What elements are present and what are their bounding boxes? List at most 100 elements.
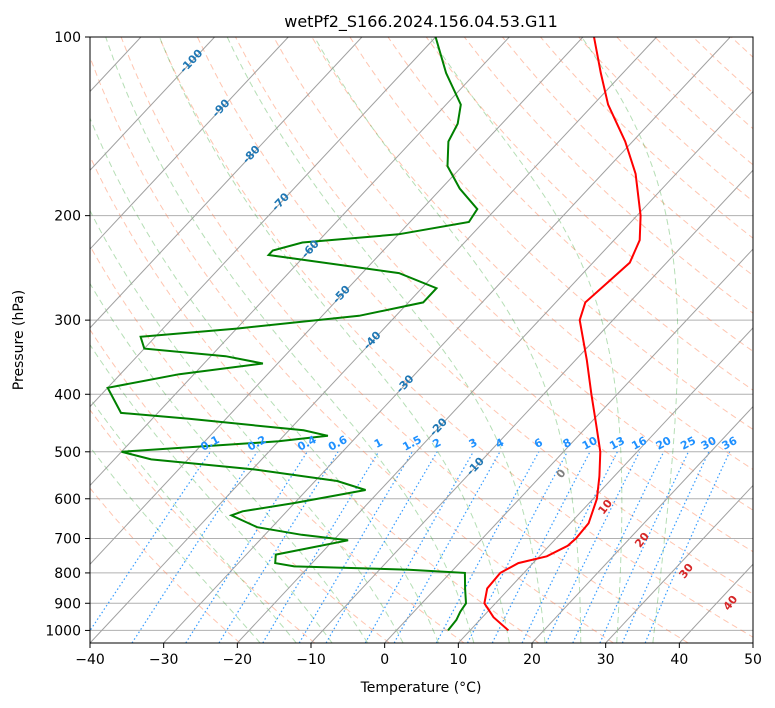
moist-adiabat-line — [159, 37, 510, 643]
dry-adiabat-line — [387, 37, 753, 391]
dry-adiabat-line — [90, 244, 465, 643]
skewed-isotherm-line — [531, 405, 753, 643]
skewed-isotherm-line — [605, 484, 753, 643]
mixing-ratio-line — [466, 451, 568, 643]
x-tick-label: −10 — [296, 652, 326, 668]
x-tick-label: 20 — [523, 652, 541, 668]
mixing-ratio-label: 36 — [720, 434, 740, 453]
y-axis: 100 200 300 400 500 600 700 800 900 1000 — [45, 30, 90, 639]
x-tick-label: −20 — [223, 652, 253, 668]
y-tick-label: 700 — [54, 532, 81, 548]
y-tick-label: 900 — [54, 596, 81, 612]
y-tick-label: 400 — [54, 387, 81, 403]
mixing-ratio-label: 1 — [372, 436, 385, 451]
x-tick-label: −40 — [75, 652, 105, 668]
mixing-ratio-line — [90, 451, 211, 632]
x-tick-label: −30 — [149, 652, 179, 668]
mixing-ratio-label: 10 — [580, 434, 600, 453]
mixing-ratio-line — [131, 451, 258, 643]
mixing-ratio-line — [185, 451, 308, 643]
mixing-ratio-line — [545, 451, 641, 643]
moist-adiabat-line — [429, 37, 623, 643]
moist-adiabat-line — [226, 37, 546, 643]
skewed-isotherm-line — [90, 37, 436, 408]
mixing-ratio-label: 25 — [678, 434, 698, 453]
mixing-ratio-label: 0.4 — [295, 433, 319, 454]
dry-adiabat-line — [90, 55, 614, 643]
y-tick-label: 300 — [54, 313, 81, 329]
skewed-isotherm-line — [163, 37, 731, 643]
x-tick-label: 30 — [597, 652, 615, 668]
mixing-ratio-label: 16 — [629, 434, 649, 453]
y-tick-label: 200 — [54, 209, 81, 225]
skewed-isotherm-line — [90, 37, 215, 172]
dry-adiabat-line — [90, 155, 540, 643]
moist-adiabat-line — [313, 37, 582, 643]
dry-adiabat-line — [349, 37, 753, 431]
mixing-ratio-line — [491, 451, 591, 643]
dry-adiabat-line — [578, 37, 753, 202]
skewed-isotherm-line — [310, 169, 753, 643]
mixing-ratio-label: 13 — [607, 434, 627, 453]
y-tick-label: 800 — [54, 566, 81, 582]
y-tick-label: 600 — [54, 492, 81, 508]
temperature-profile-line — [483, 37, 642, 632]
moist-adiabat-line — [581, 37, 679, 643]
dry-adiabat-line — [158, 37, 753, 638]
skewed-isotherm-line — [384, 248, 753, 643]
skewed-isotherm-line — [678, 563, 753, 643]
dry-adiabat-line — [692, 37, 753, 94]
mixing-ratio-label: 30 — [699, 434, 719, 453]
y-tick-label: 500 — [54, 445, 81, 461]
dry-adiabat-line — [90, 328, 390, 643]
dry-adiabat-line — [540, 37, 753, 239]
x-tick-label: 10 — [449, 652, 467, 668]
skewed-isotherm-line — [90, 37, 363, 329]
y-tick-label: 1000 — [45, 623, 81, 639]
mixing-ratio-label: 4 — [493, 436, 506, 451]
skewed-isotherm-line — [457, 327, 753, 643]
moist-adiabat-line — [90, 209, 404, 643]
skewed-isotherm-line — [236, 90, 753, 643]
dry-adiabat-line — [90, 487, 241, 643]
chart-title: wetPf2_S166.2024.156.04.53.G11 — [284, 12, 558, 32]
mixing-ratio-label: 3 — [467, 436, 480, 451]
plot-area: -100-90-80-70-60-50-40-30-20-10 010203040… — [90, 37, 753, 643]
skewed-isotherm-line — [90, 37, 289, 250]
mixing-ratio-label: 0.2 — [245, 433, 268, 454]
skewed-isotherm-line — [90, 37, 657, 643]
moist-adiabat-line — [105, 37, 475, 643]
mixing-ratio-label: 20 — [654, 434, 674, 453]
moist-adiabat-line — [90, 116, 439, 643]
moist-adiabat-label: 10 — [595, 497, 615, 517]
mixing-ratio-line — [621, 451, 710, 643]
skewed-isotherm-line — [90, 37, 584, 565]
mixing-ratio-label: 2 — [430, 436, 443, 451]
dry-adiabat-line — [463, 37, 753, 314]
mixing-ratio-line — [393, 451, 501, 643]
x-tick-label: 40 — [670, 652, 688, 668]
dry-adiabat-line — [120, 37, 689, 643]
dry-adiabat-line — [90, 409, 316, 643]
mixing-ratio-line — [572, 451, 665, 643]
mixing-ratio-line — [218, 451, 339, 643]
moist-adiabat-line — [90, 343, 333, 643]
mixing-ratio-line — [435, 451, 540, 643]
mixing-ratio-label: 1.5 — [400, 433, 423, 454]
dewpoint-profile-line — [106, 37, 479, 632]
dry-adiabat-line — [425, 37, 753, 352]
skewed-isotherm-line — [90, 37, 510, 487]
x-tick-label: 0 — [380, 652, 389, 668]
mixing-ratio-label: 0.1 — [198, 433, 221, 454]
mixing-ratio-label: 6 — [532, 436, 545, 451]
mixing-ratio-line — [521, 451, 618, 643]
plot-frame — [89, 36, 754, 644]
dry-adiabat-line — [273, 37, 753, 511]
dry-adiabat-line — [235, 37, 753, 553]
mixing-ratio-line — [262, 451, 380, 643]
skewed-isotherm-line — [752, 642, 753, 643]
x-axis-title: Temperature (°C) — [360, 680, 482, 696]
moist-adiabat-line — [90, 282, 369, 643]
y-axis-title: Pressure (hPa) — [11, 290, 27, 390]
